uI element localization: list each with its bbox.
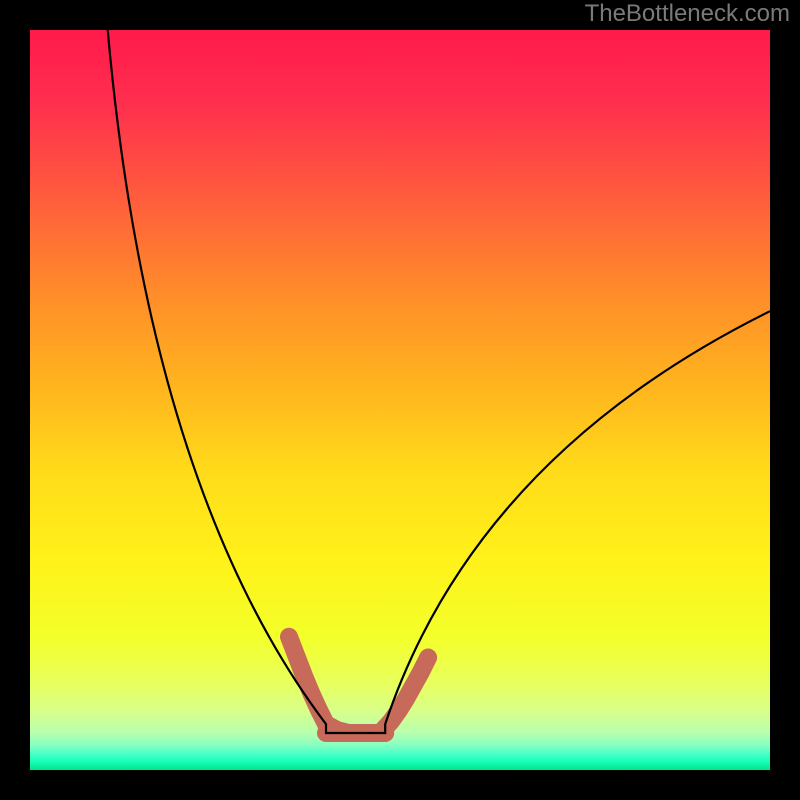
chart-svg — [30, 30, 770, 770]
gradient-background — [30, 30, 770, 770]
plot-area — [30, 30, 770, 770]
watermark-text: TheBottleneck.com — [585, 0, 790, 28]
